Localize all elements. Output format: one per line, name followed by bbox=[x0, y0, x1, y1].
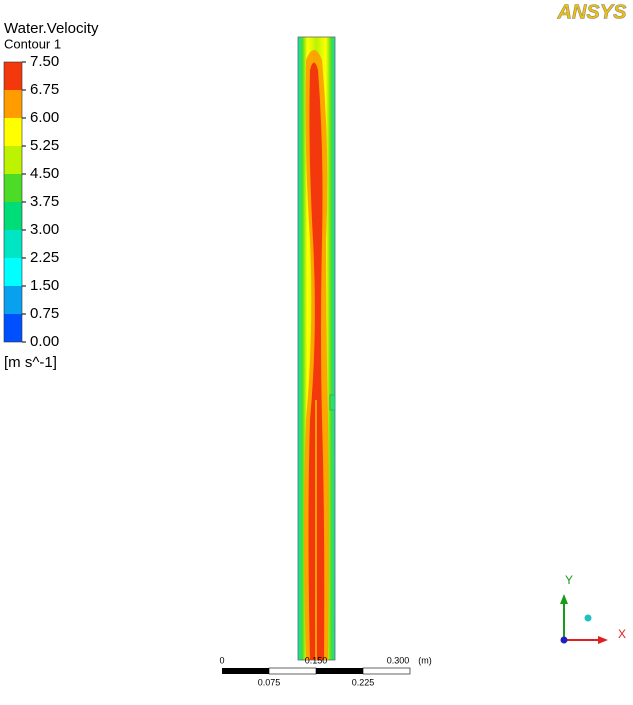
legend-label: 6.75 bbox=[30, 81, 59, 98]
legend-band bbox=[4, 314, 22, 342]
scale-unit: (m) bbox=[418, 655, 432, 665]
scale-label: 0 bbox=[219, 655, 224, 665]
legend-label: 4.50 bbox=[30, 165, 59, 182]
scale-label: 0.300 bbox=[387, 655, 410, 665]
legend-label: 7.50 bbox=[30, 53, 59, 70]
axis-label: Y bbox=[565, 573, 573, 587]
legend-title: Water.Velocity bbox=[4, 20, 99, 37]
legend: 7.50 6.75 6.00 5.25 4.50 3.75 3.00 2.25 1.50 0.75… bbox=[3, 53, 59, 350]
legend-band bbox=[4, 146, 22, 174]
legend-subtitle: Contour 1 bbox=[4, 36, 61, 51]
legend-label: 3.75 bbox=[30, 193, 59, 210]
velocity-contour bbox=[297, 36, 336, 661]
legend-label: 0.75 bbox=[30, 305, 59, 322]
scale-label: 0.075 bbox=[258, 677, 281, 687]
scale-label: 0.150 bbox=[305, 655, 328, 665]
scale-label: 0.225 bbox=[352, 677, 375, 687]
legend-band bbox=[4, 258, 22, 286]
scale-bar: 0 0.150 0.300 (m) 0.075 0.225 bbox=[219, 655, 431, 687]
legend-label: 3.00 bbox=[30, 221, 59, 238]
axis-label: X bbox=[618, 627, 626, 641]
legend-band bbox=[4, 286, 22, 314]
legend-label: 0.00 bbox=[30, 333, 59, 350]
legend-band bbox=[4, 230, 22, 258]
legend-band bbox=[4, 174, 22, 202]
legend-band bbox=[4, 62, 22, 90]
legend-label: 2.25 bbox=[30, 249, 59, 266]
legend-label: 6.00 bbox=[30, 109, 59, 126]
logo: ANSYS bbox=[557, 1, 628, 23]
legend-band bbox=[4, 118, 22, 146]
legend-label: 1.50 bbox=[30, 277, 59, 294]
legend-unit: [m s^-1] bbox=[4, 354, 57, 371]
axis-triad: Y X bbox=[560, 573, 626, 644]
legend-label: 5.25 bbox=[30, 137, 59, 154]
legend-band bbox=[4, 90, 22, 118]
legend-band bbox=[4, 202, 22, 230]
